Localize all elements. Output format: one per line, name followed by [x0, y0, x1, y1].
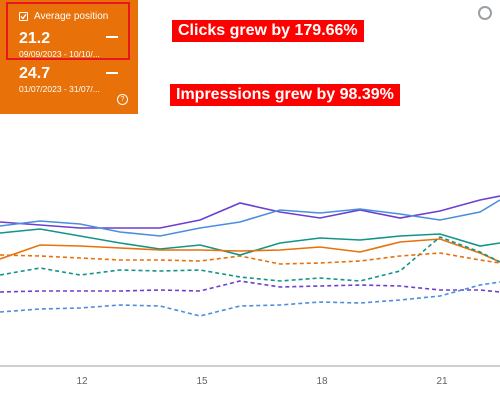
checkbox-checked-icon[interactable]	[19, 12, 28, 21]
x-tick-label: 15	[196, 376, 208, 387]
clicks-growth-annotation: Clicks grew by 179.66%	[172, 20, 364, 42]
series-orange-solid	[0, 238, 500, 263]
current-value: 21.2	[19, 30, 51, 47]
previous-date-range: 01/07/2023 - 31/07/...	[19, 84, 100, 94]
series-blue-dashed	[0, 281, 500, 317]
series-orange-dashed	[0, 252, 500, 265]
impressions-growth-annotation: Impressions grew by 98.39%	[170, 84, 400, 106]
circle-icon[interactable]	[478, 6, 492, 20]
dashed-line-legend-icon	[106, 72, 118, 74]
metric-label: Average position	[34, 11, 109, 22]
average-position-card[interactable]: Average position 21.2 09/09/2023 - 10/10…	[0, 0, 138, 114]
series-purple-solid	[0, 195, 500, 229]
help-icon[interactable]: ?	[117, 94, 128, 105]
series-lines	[0, 195, 500, 317]
series-teal-solid	[0, 228, 500, 256]
x-tick-label: 12	[76, 376, 88, 387]
series-teal-dashed	[0, 236, 500, 282]
current-date-range: 09/09/2023 - 10/10/...	[19, 49, 100, 59]
solid-line-legend-icon	[106, 36, 118, 38]
series-blue-solid	[0, 199, 500, 237]
previous-value: 24.7	[19, 65, 51, 82]
x-tick-label: 18	[316, 376, 328, 387]
series-purple-dashed	[0, 280, 500, 293]
card-highlight-outline	[6, 2, 130, 60]
x-tick-label: 21	[436, 376, 448, 387]
